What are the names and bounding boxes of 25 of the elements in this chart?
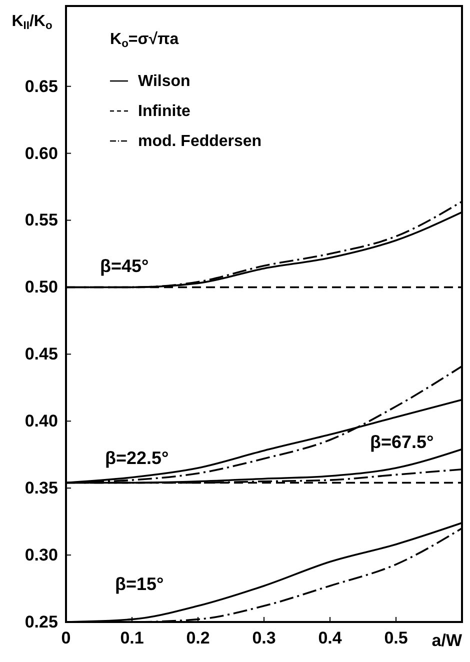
annotation: β=15° [115,574,164,594]
y-tick-label: 0.40 [24,412,58,431]
y-tick-label: 0.45 [24,344,58,364]
x-tick-label: 0.1 [120,628,144,648]
legend-label: mod. Feddersen [138,133,262,150]
y-tick-label: 0.65 [24,76,58,96]
legend-label: Infinite [138,103,191,120]
y-tick-label: 0.30 [24,545,58,564]
y-tick-label: 0.60 [24,144,58,163]
x-tick-label: 0 [61,628,71,648]
x-tick-label: 0.4 [318,628,342,648]
x-axis-title: a/W [432,631,463,650]
y-tick-label: 0.35 [24,478,58,498]
legend-label: Wilson [138,73,190,90]
x-tick-label: 0.3 [252,628,276,648]
annotation: β=22.5° [105,448,169,468]
y-tick-label: 0.50 [24,278,58,297]
y-axis-title: K$_{II}$/K$_{o}$ [12,13,52,32]
y-tick-label: 0.55 [24,210,58,230]
x-tick-label: 0.5 [384,628,408,648]
x-tick-label: 0.2 [186,628,210,648]
y-tick-label: 0.25 [24,612,58,632]
annotation: β=67.5° [370,432,434,452]
annotation: β=45° [100,256,149,276]
annotation: K$_{o}$=σ√πa [110,31,179,50]
